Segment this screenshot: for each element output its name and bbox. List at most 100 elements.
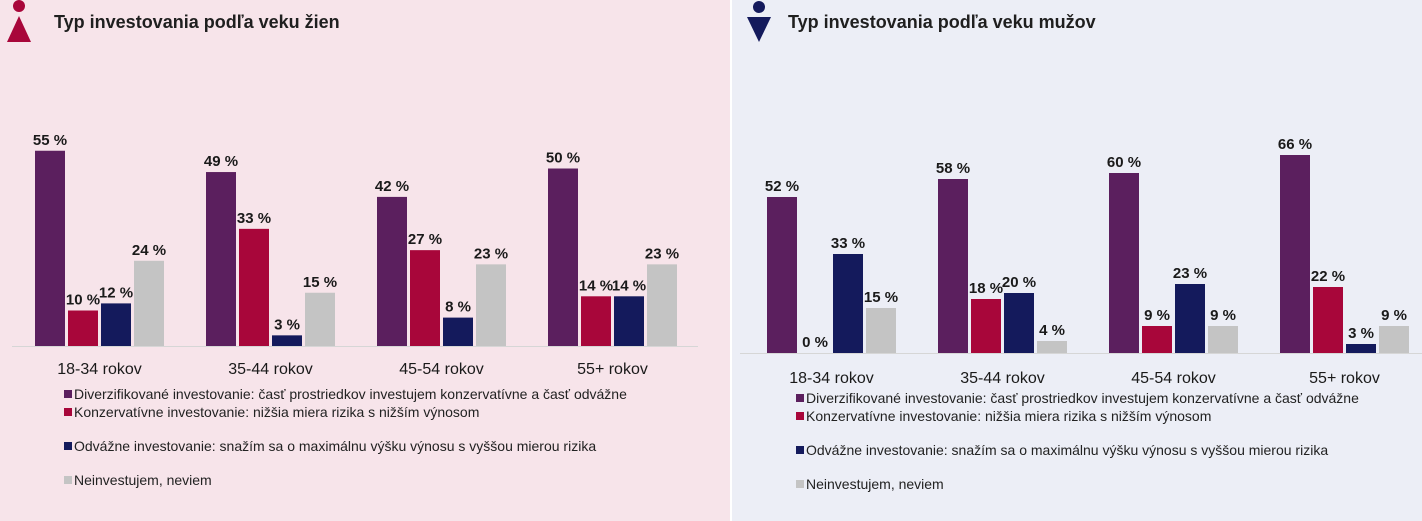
legend-item-conservative: Konzervatívne investovanie: nižšia miera… [64, 404, 684, 420]
bar-bold [833, 254, 863, 353]
bar-none [305, 292, 335, 346]
legend-item-none: Neinvestujem, neviem [64, 472, 684, 488]
data-label: 50 % [546, 150, 580, 167]
men-bar-chart: 52 % 0 % 33 % 15 % 18-34 rokov 58 % 18 %20 % 4 … [740, 136, 1422, 387]
panel-divider [730, 0, 732, 521]
data-label: 58 % [936, 160, 970, 177]
legend-swatch [796, 446, 804, 454]
bar-diversified [767, 197, 797, 353]
women-bar-chart: 55 % 10 %12 % 24 % 18-34 rokov 49 % 33 % 3 % 15… [12, 132, 698, 378]
legend-label: Neinvestujem, neviem [74, 472, 212, 488]
bar-bold [1004, 293, 1034, 353]
category-label: 45-54 rokov [399, 361, 484, 378]
men-chart-panel: Typ investovania podľa veku mužov 52 % 0 … [732, 0, 1422, 521]
bar-diversified [1109, 173, 1139, 353]
legend-item-diversified: Diverzifikované investovanie: časť prost… [796, 390, 1406, 406]
data-label: 9 % [1144, 307, 1170, 324]
legend-label: Odvážne investovanie: snažím sa o maximá… [806, 442, 1329, 458]
data-label: 55 % [33, 132, 67, 149]
bar-none [134, 260, 164, 346]
data-label: 23 % [645, 245, 679, 262]
legend-swatch [64, 442, 72, 450]
bar-conservative [1142, 326, 1172, 353]
category-label: 45-54 rokov [1131, 370, 1216, 387]
bar-bold [614, 296, 644, 346]
data-label: 60 % [1107, 154, 1141, 171]
legend-swatch [64, 390, 72, 398]
legend-item-conservative: Konzervatívne investovanie: nižšia miera… [796, 408, 1406, 424]
bar-bold [272, 335, 302, 346]
legend-swatch [796, 412, 804, 420]
bar-none [1379, 326, 1409, 353]
legend-swatch [64, 408, 72, 416]
legend-item-none: Neinvestujem, neviem [796, 476, 1406, 492]
bar-bold [1175, 284, 1205, 353]
category-label: 35-44 rokov [960, 370, 1045, 387]
data-label: 23 % [474, 245, 508, 262]
data-label: 14 % [612, 277, 646, 294]
man-icon [747, 1, 771, 42]
woman-icon [7, 0, 31, 42]
data-label: 27 % [408, 231, 442, 248]
bar-diversified [35, 150, 65, 346]
data-label: 10 % [66, 292, 100, 309]
data-label: 66 % [1278, 136, 1312, 153]
legend-label: Konzervatívne investovanie: nižšia miera… [74, 404, 480, 420]
chart-title: Typ investovania podľa veku žien [54, 12, 340, 32]
bar-conservative [410, 250, 440, 346]
data-label: 52 % [765, 178, 799, 195]
data-label: 23 % [1173, 265, 1207, 282]
data-label: 15 % [864, 289, 898, 306]
chart-legend: Diverzifikované investovanie: časť prost… [64, 386, 684, 506]
bar-diversified [377, 196, 407, 346]
category-label: 18-34 rokov [57, 361, 142, 378]
legend-swatch [64, 476, 72, 484]
data-label: 3 % [274, 316, 300, 333]
bar-none [647, 264, 677, 346]
data-label: 14 % [579, 277, 613, 294]
bar-none [476, 264, 506, 346]
bar-conservative [971, 299, 1001, 353]
data-label: 33 % [237, 210, 271, 227]
data-label: 33 % [831, 235, 865, 252]
data-label: 42 % [375, 178, 409, 195]
data-label: 18 % [969, 280, 1003, 297]
legend-label: Diverzifikované investovanie: časť prost… [74, 386, 627, 402]
chart-legend: Diverzifikované investovanie: časť prost… [796, 390, 1406, 510]
bar-none [866, 308, 896, 353]
category-label: 35-44 rokov [228, 361, 313, 378]
bar-none [1208, 326, 1238, 353]
bar-conservative [1313, 287, 1343, 353]
legend-label: Konzervatívne investovanie: nižšia miera… [806, 408, 1212, 424]
bar-diversified [1280, 155, 1310, 353]
women-chart-panel: Typ investovania podľa veku žien 55 % 10 … [0, 0, 730, 521]
chart-title: Typ investovania podľa veku mužov [788, 12, 1096, 32]
data-label: 0 % [802, 334, 828, 351]
legend-label: Odvážne investovanie: snažím sa o maximá… [74, 438, 597, 454]
bar-bold [443, 317, 473, 346]
bar-conservative [581, 296, 611, 346]
data-label: 15 % [303, 274, 337, 291]
data-label: 4 % [1039, 322, 1065, 339]
data-label: 22 % [1311, 268, 1345, 285]
legend-label: Diverzifikované investovanie: časť prost… [806, 390, 1359, 406]
legend-item-bold: Odvážne investovanie: snažím sa o maximá… [796, 442, 1406, 458]
data-label: 3 % [1348, 325, 1374, 342]
bar-conservative [239, 228, 269, 346]
data-label: 49 % [204, 153, 238, 170]
legend-swatch [796, 480, 804, 488]
category-label: 18-34 rokov [789, 370, 874, 387]
data-label: 9 % [1210, 307, 1236, 324]
category-label: 55+ rokov [1309, 370, 1380, 387]
legend-item-bold: Odvážne investovanie: snažím sa o maximá… [64, 438, 684, 454]
bar-diversified [548, 168, 578, 346]
legend-label: Neinvestujem, neviem [806, 476, 944, 492]
data-label: 20 % [1002, 274, 1036, 291]
legend-swatch [796, 394, 804, 402]
category-label: 55+ rokov [577, 361, 648, 378]
data-label: 8 % [445, 299, 471, 316]
bar-conservative [68, 310, 98, 346]
legend-item-diversified: Diverzifikované investovanie: časť prost… [64, 386, 684, 402]
bar-diversified [938, 179, 968, 353]
